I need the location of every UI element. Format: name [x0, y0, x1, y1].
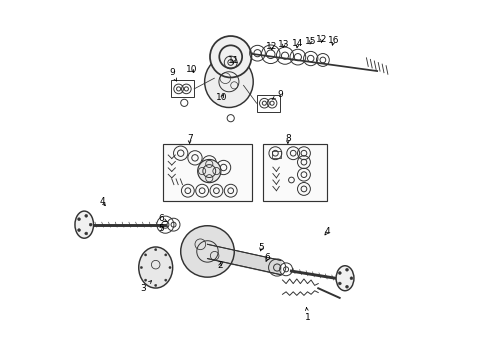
Circle shape	[145, 254, 147, 256]
Text: 16: 16	[328, 36, 340, 45]
Text: 6: 6	[265, 253, 270, 262]
Ellipse shape	[336, 266, 354, 291]
Circle shape	[77, 229, 80, 231]
Text: 7: 7	[187, 134, 193, 143]
Text: 9: 9	[272, 90, 283, 99]
Text: 10: 10	[186, 65, 197, 74]
Bar	[272, 152, 281, 158]
Circle shape	[145, 279, 147, 281]
Ellipse shape	[139, 247, 172, 288]
Text: 13: 13	[278, 40, 289, 49]
Circle shape	[165, 254, 167, 256]
Circle shape	[77, 218, 80, 221]
Circle shape	[210, 36, 251, 77]
Circle shape	[345, 285, 348, 288]
Bar	[263, 144, 327, 202]
Text: 15: 15	[305, 37, 317, 46]
Ellipse shape	[75, 211, 94, 238]
Circle shape	[350, 277, 353, 280]
Text: 4: 4	[99, 197, 105, 206]
Circle shape	[339, 282, 341, 285]
Text: 12: 12	[266, 41, 277, 50]
Circle shape	[89, 223, 92, 226]
Ellipse shape	[205, 56, 253, 108]
Ellipse shape	[197, 159, 221, 183]
Text: 2: 2	[217, 261, 223, 270]
Text: 4: 4	[324, 227, 330, 236]
Circle shape	[345, 268, 348, 271]
Bar	[163, 144, 252, 202]
Circle shape	[339, 271, 341, 274]
Text: 8: 8	[285, 134, 291, 143]
Text: 6: 6	[158, 214, 167, 223]
Bar	[171, 80, 194, 98]
Text: 12: 12	[316, 36, 327, 45]
Text: 14: 14	[292, 39, 304, 48]
Text: 5: 5	[158, 224, 164, 233]
Circle shape	[165, 279, 167, 281]
Circle shape	[155, 249, 157, 251]
Text: 3: 3	[140, 281, 151, 293]
Circle shape	[140, 266, 143, 269]
Bar	[257, 95, 280, 112]
Text: 10: 10	[216, 93, 227, 102]
Circle shape	[85, 215, 88, 217]
Circle shape	[155, 284, 157, 287]
Text: 1: 1	[305, 307, 310, 322]
Circle shape	[169, 266, 171, 269]
Text: 5: 5	[258, 243, 264, 252]
Ellipse shape	[181, 226, 234, 277]
Text: 9: 9	[169, 68, 177, 81]
Circle shape	[85, 232, 88, 235]
Text: 11: 11	[228, 56, 239, 65]
